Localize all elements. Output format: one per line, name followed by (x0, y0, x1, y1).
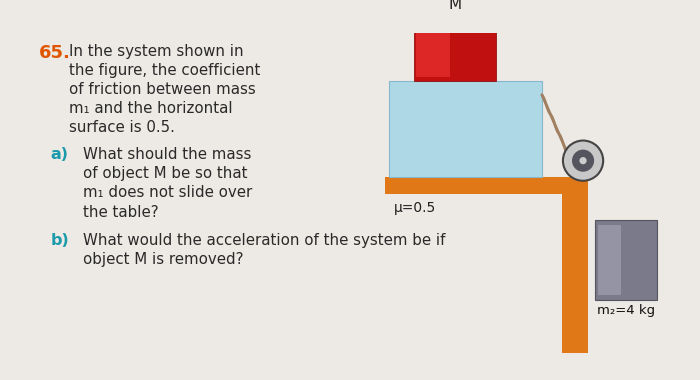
Text: b): b) (50, 233, 69, 248)
Text: m₁ does not slide over: m₁ does not slide over (83, 185, 253, 200)
Bar (414, 19, 496, 81)
Text: What should the mass: What should the mass (83, 147, 251, 162)
Text: m₂=4 kg: m₂=4 kg (597, 304, 655, 317)
Circle shape (563, 141, 603, 181)
Text: μ=0.5: μ=0.5 (394, 201, 436, 215)
Text: m₁ and the horizontal: m₁ and the horizontal (69, 101, 232, 116)
Circle shape (572, 150, 594, 172)
Text: M: M (449, 0, 462, 12)
Text: the table?: the table? (83, 204, 159, 220)
Bar (416, 23, 450, 78)
Circle shape (580, 157, 587, 164)
Bar (389, 81, 542, 177)
Text: of object M be so that: of object M be so that (83, 166, 248, 181)
Text: What would the acceleration of the system be if: What would the acceleration of the syste… (83, 233, 446, 248)
Bar (562, 177, 587, 353)
Text: a): a) (50, 147, 68, 162)
Text: m₁=2 kg: m₁=2 kg (432, 145, 490, 158)
Text: of friction between mass: of friction between mass (69, 82, 256, 97)
Bar (595, 220, 657, 299)
Text: In the system shown in: In the system shown in (69, 44, 243, 59)
Text: object M is removed?: object M is removed? (83, 252, 244, 267)
Bar (385, 177, 587, 193)
Text: the figure, the coefficient: the figure, the coefficient (69, 63, 260, 78)
Text: surface is 0.5.: surface is 0.5. (69, 120, 174, 135)
Bar (598, 225, 622, 295)
Text: 65.: 65. (39, 44, 71, 62)
